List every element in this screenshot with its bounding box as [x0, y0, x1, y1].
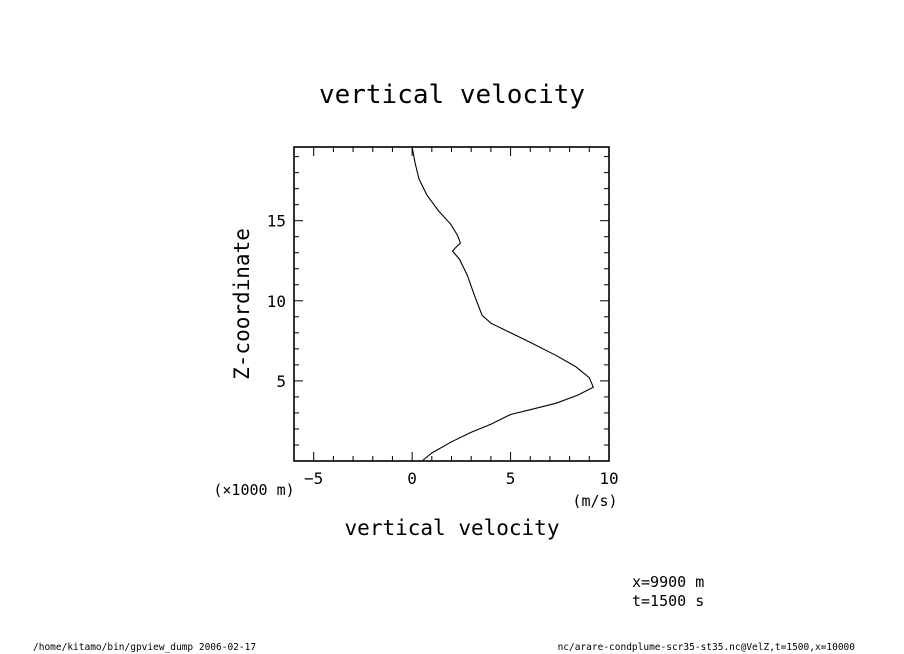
x-axis-unit: (m/s) [572, 492, 617, 510]
y-axis-unit: (×1000 m) [213, 481, 294, 499]
plot-frame [293, 146, 610, 462]
x-tick-label: 5 [506, 469, 516, 488]
y-tick-label: 10 [267, 292, 286, 311]
x-tick-label: −5 [304, 469, 323, 488]
velocity-profile-line [411, 146, 595, 462]
y-tick-label: 5 [276, 372, 286, 391]
footer-left: /home/kitamo/bin/gpview_dump 2006-02-17 [33, 642, 256, 653]
x-tick-label: 10 [599, 469, 618, 488]
x-axis-label: vertical velocity [345, 516, 560, 540]
x-position-annotation: x=9900 m [632, 573, 704, 591]
y-axis-label: Z-coordinate [230, 228, 254, 380]
axis-ticks [293, 147, 610, 461]
time-annotation: t=1500 s [632, 592, 704, 610]
chart-title: vertical velocity [319, 80, 585, 110]
footer-right: nc/arare-condplume-scr35-st35.nc@VelZ,t=… [558, 642, 856, 653]
y-tick-label: 15 [267, 212, 286, 231]
x-tick-label: 0 [407, 469, 417, 488]
tick-labels: −5 0 5 10 5 10 15 [267, 212, 619, 488]
